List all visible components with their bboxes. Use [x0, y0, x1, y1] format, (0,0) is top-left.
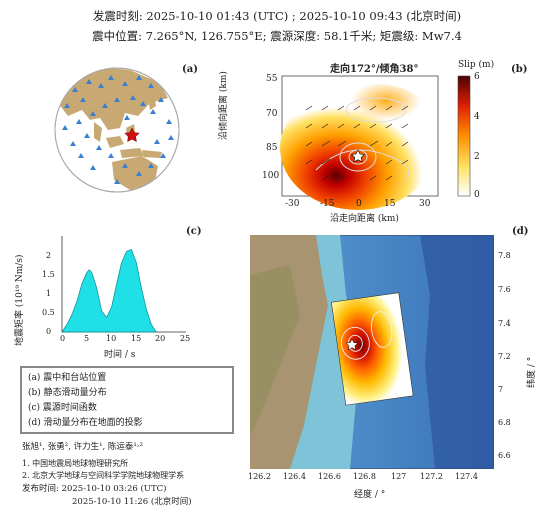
c-xtick-3: 15 — [131, 334, 142, 343]
slip-vectors — [305, 105, 409, 181]
release-time-beijing: 2025-10-10 11:26 (北京时间) — [72, 497, 192, 507]
c-ytick-4: 2 — [46, 251, 52, 260]
affiliation-1: 1. 中国地震局地球物理研究所 — [22, 459, 129, 468]
colorbar-label: Slip (m) — [458, 60, 495, 70]
legend-item-c: (c) 震源时间函数 — [28, 403, 97, 413]
c-xtick-4: 20 — [155, 334, 166, 343]
d-xlabel: 经度 / ° — [354, 490, 386, 500]
b-ytick-0: 55 — [266, 74, 278, 84]
station-map-globe — [54, 67, 180, 193]
d-ytick-5: 6.8 — [498, 418, 511, 427]
cbar-tick-1: 4 — [474, 112, 480, 122]
slip-distribution-plot — [280, 75, 471, 210]
d-ytick-6: 6.6 — [498, 451, 511, 460]
stf-area — [61, 248, 157, 333]
c-ytick-1: 0.5 — [42, 308, 55, 317]
projected-fault-plane — [331, 292, 414, 406]
authors: 张旭¹, 张勇², 许力生¹, 陈运泰¹˒² — [22, 442, 143, 452]
c-ylabel: 地震矩率 (10¹⁹ Nm/s) — [15, 254, 25, 346]
slip-projection-map — [250, 235, 494, 469]
c-ytick-0: 0 — [46, 327, 52, 336]
d-ytick-2: 7.4 — [498, 319, 511, 328]
b-xtick-2: 0 — [356, 199, 362, 209]
c-xlabel: 时间 / s — [104, 350, 136, 360]
c-xtick-5: 25 — [180, 334, 191, 343]
header-location: 震中位置: 7.265°N, 126.755°E; 震源深度: 58.1千米; … — [92, 29, 462, 43]
header-time: 发震时刻: 2025-10-10 01:43 (UTC) ; 2025-10-1… — [92, 9, 462, 23]
b-xtick-3: 15 — [384, 199, 396, 209]
c-xtick-0: 0 — [60, 334, 66, 343]
cbar-tick-3: 0 — [474, 190, 480, 200]
d-ytick-3: 7.2 — [498, 352, 511, 361]
cbar-tick-2: 2 — [474, 152, 480, 162]
d-ytick-0: 7.8 — [498, 251, 511, 260]
d-xtick-5: 127.2 — [420, 472, 443, 481]
c-xtick-2: 10 — [106, 334, 117, 343]
panel-b-letter: (b) — [511, 64, 528, 75]
d-xtick-6: 127.4 — [455, 472, 478, 481]
c-xtick-1: 5 — [84, 334, 90, 343]
panel-a-letter: (a) — [182, 64, 198, 75]
d-xtick-3: 126.8 — [353, 472, 376, 481]
d-ytick-1: 7.6 — [498, 285, 511, 294]
panel-legend: (a) 震中和台站位置 (b) 静态滑动量分布 (c) 震源时间函数 (d) 滑… — [20, 366, 234, 434]
fault-plane-title: 走向172°/倾角38° — [330, 64, 419, 75]
c-ytick-3: 1.5 — [42, 270, 55, 279]
cbar-tick-0: 6 — [474, 72, 480, 82]
epicenter-star-icon — [124, 127, 140, 143]
b-xtick-1: -15 — [320, 199, 335, 209]
d-xtick-4: 127 — [391, 472, 407, 481]
b-ytick-1: 70 — [266, 109, 278, 119]
b-ytick-2: 85 — [266, 143, 278, 153]
affiliation-2: 2. 北京大学地球与空间科学学院地球物理学系 — [22, 471, 185, 480]
map-epicenter-star-icon — [345, 338, 359, 351]
release-time-utc: 发布时间: 2025-10-10 03:26 (UTC) — [22, 484, 167, 494]
d-ylabel: 纬度 / ° — [527, 356, 537, 388]
legend-item-a: (a) 震中和台站位置 — [28, 373, 107, 383]
b-ylabel: 沿倾向距离 (km) — [219, 71, 229, 140]
b-ytick-3: 100 — [262, 171, 280, 181]
panel-d-letter: (d) — [512, 226, 529, 237]
c-ytick-2: 1 — [46, 289, 52, 298]
d-xtick-1: 126.4 — [283, 472, 306, 481]
station-markers — [62, 75, 174, 184]
panel-c-letter: (c) — [186, 226, 202, 237]
b-xlabel: 沿走向距离 (km) — [330, 214, 399, 224]
b-xtick-0: -30 — [285, 199, 300, 209]
source-time-function-chart — [61, 236, 186, 333]
hypocenter-star-icon — [350, 149, 366, 163]
legend-item-b: (b) 静态滑动量分布 — [28, 388, 107, 398]
d-ytick-4: 7 — [498, 385, 504, 394]
b-xtick-4: 30 — [419, 199, 431, 209]
d-xtick-0: 126.2 — [248, 472, 271, 481]
legend-item-d: (d) 滑动量分布在地面的投影 — [28, 418, 143, 428]
d-xtick-2: 126.6 — [318, 472, 341, 481]
